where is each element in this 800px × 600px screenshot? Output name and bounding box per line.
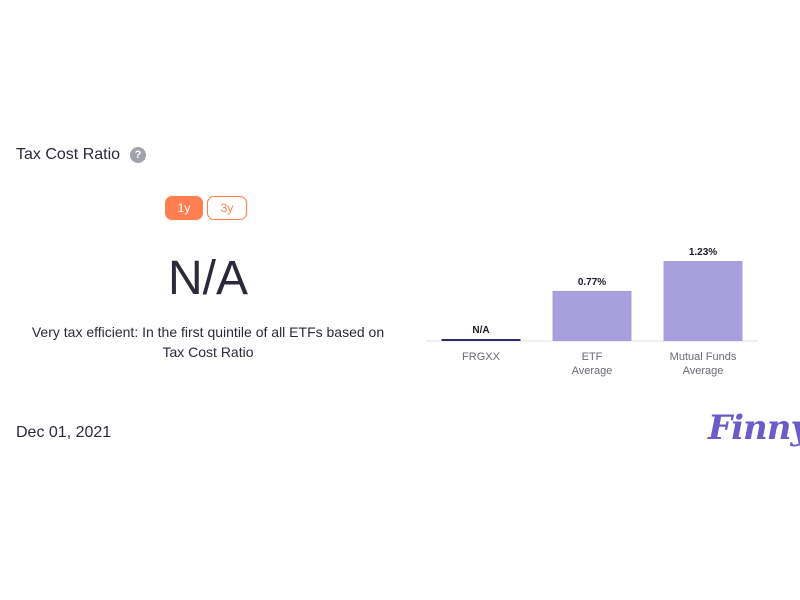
bar-frgxx (441, 339, 521, 341)
bar-etf-average (552, 290, 632, 341)
bar-mutual-funds-average (663, 261, 743, 341)
period-3y-button[interactable]: 3y (207, 196, 247, 220)
comparison-bar-chart: N/A 0.77% 1.23% FRGXX ETF Mutual Funds A… (426, 247, 758, 377)
category-label-mutual-funds: Mutual Funds (670, 351, 737, 363)
question-circle-icon[interactable]: ? (130, 147, 147, 163)
category-label-etf-average-line2: Average (572, 365, 613, 377)
page-title: Tax Cost Ratio (16, 146, 121, 163)
data-label-etf-average: 0.77% (578, 277, 606, 288)
finny-logo: Finny (708, 408, 800, 448)
data-label-mutual-funds-average: 1.23% (689, 247, 717, 258)
category-label-etf: ETF (582, 351, 603, 363)
title-row: Tax Cost Ratio ? (16, 146, 147, 164)
period-1y-button[interactable]: 1y (165, 196, 203, 220)
period-toggle: 1y 3y (165, 196, 247, 220)
data-label-frgxx: N/A (472, 325, 489, 336)
as-of-date: Dec 01, 2021 (16, 424, 112, 441)
tax-cost-ratio-value: N/A (167, 252, 248, 305)
category-label-mutual-funds-average-line2: Average (683, 365, 724, 377)
efficiency-description: Very tax efficient: In the first quintil… (31, 324, 385, 360)
category-label-frgxx: FRGXX (462, 351, 501, 363)
